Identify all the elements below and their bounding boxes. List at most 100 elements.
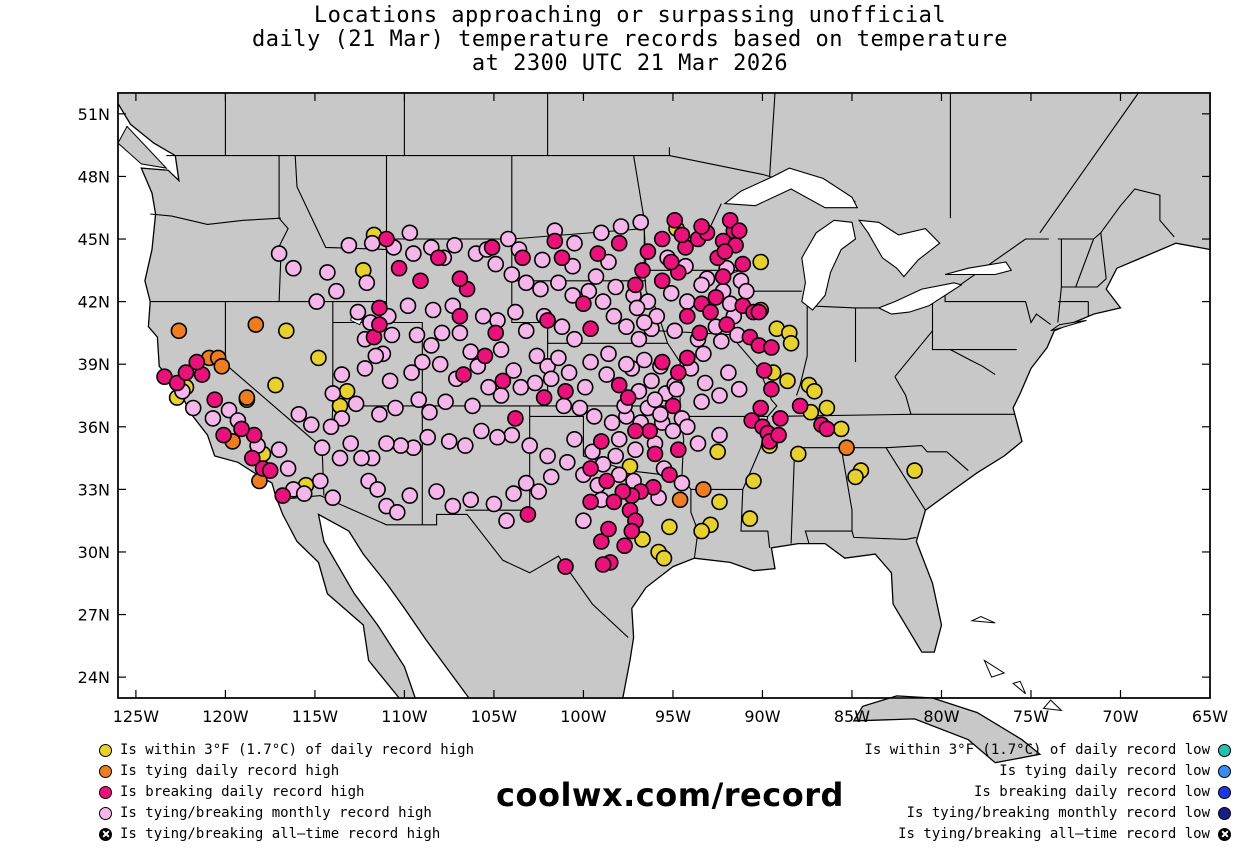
station-marker-break-high [818, 420, 836, 438]
station-marker-monthly-high [220, 401, 238, 419]
station-marker-break-high [598, 472, 616, 490]
station-marker-monthly-high [571, 399, 589, 417]
station-marker-monthly-high [627, 441, 644, 459]
axis-ticks: 51N 48N 45N 42N 39N 36N 33N 30N 27N 24N 125W 120W 11… [78, 92, 1228, 726]
station-marker-break-high [653, 353, 671, 371]
navy-dot-icon [1218, 807, 1231, 820]
station-marker-break-high [772, 410, 789, 427]
lat-tick-label: 30N [78, 543, 110, 562]
station-marker-monthly-high [696, 374, 714, 392]
station-marker-near-high [661, 518, 678, 536]
station-marker-monthly-high [542, 370, 560, 388]
station-marker-break-high [430, 249, 447, 267]
station-marker-monthly-high [693, 393, 710, 411]
station-marker-monthly-high [730, 380, 748, 398]
station-marker-monthly-high [184, 399, 202, 417]
station-marker-monthly-high [598, 366, 616, 383]
station-marker-monthly-high [462, 343, 480, 361]
station-marker-monthly-high [600, 253, 617, 271]
blue-dot-icon [1218, 765, 1231, 778]
station-marker-monthly-high [720, 364, 737, 381]
lat-tick-label: 36N [78, 418, 110, 437]
station-marker-monthly-high [610, 430, 628, 448]
station-marker-monthly-high [530, 483, 548, 500]
station-marker-monthly-high [492, 387, 510, 404]
station-marker-break-high [553, 249, 571, 267]
legend-item-break-low: Is breaking daily record low [864, 782, 1231, 803]
station-marker-monthly-high [711, 387, 728, 404]
station-marker-monthly-high [618, 318, 635, 336]
station-marker-near-high [741, 510, 759, 527]
station-marker-break-high [605, 493, 623, 511]
station-marker-monthly-high [628, 299, 646, 317]
station-marker-monthly-high [431, 355, 449, 373]
lat-tick-label: 24N [78, 668, 110, 687]
legend-item-monthly-high: Is tying/breaking monthly record high [99, 803, 474, 824]
station-marker-monthly-high [566, 234, 583, 252]
station-marker-monthly-high [566, 330, 583, 348]
station-marker-break-high [557, 558, 574, 575]
station-marker-near-high [310, 349, 327, 367]
station-marker-break-high [592, 433, 610, 450]
station-marker-break-high [653, 272, 671, 290]
lon-tick-label: 80W [923, 707, 959, 726]
station-marker-break-high [752, 399, 770, 417]
station-marker-monthly-high [689, 435, 707, 452]
station-marker-break-high [678, 307, 696, 325]
station-marker-break-high [619, 389, 637, 406]
lon-tick-label: 100W [560, 707, 607, 726]
station-marker-monthly-high [270, 245, 288, 262]
station-marker-break-high [589, 245, 607, 262]
station-marker-monthly-high [566, 430, 583, 448]
station-marker-near-high [693, 522, 710, 540]
legend-label: Is tying daily record low [999, 763, 1210, 779]
station-marker-near-high [806, 382, 823, 400]
station-marker-near-high [906, 462, 923, 479]
station-marker-tie-high [695, 481, 712, 498]
station-marker-break-high [451, 307, 469, 325]
station-marker-break-high [669, 364, 687, 381]
station-marker-break-high [494, 372, 512, 390]
station-marker-monthly-high [539, 447, 556, 465]
legend-item-near-low: Is within 3°F (1.7°C) of daily record lo… [864, 740, 1231, 761]
station-marker-break-high [662, 253, 680, 271]
station-marker-tie-high [838, 439, 855, 457]
station-marker-monthly-high [512, 378, 530, 396]
station-marker-break-high [487, 324, 505, 342]
station-marker-break-high [582, 460, 599, 477]
lon-tick-label: 90W [744, 707, 780, 726]
station-marker-break-high [646, 445, 664, 463]
station-marker-monthly-high [333, 366, 351, 383]
title-line-1: Locations approaching or surpassing unof… [313, 3, 947, 28]
station-marker-monthly-high [462, 491, 480, 509]
station-markers [156, 212, 923, 575]
station-marker-monthly-high [401, 487, 419, 504]
x-circle-icon [1218, 828, 1231, 841]
legend-record-high: Is within 3°F (1.7°C) of daily record hi… [99, 740, 474, 845]
station-marker-monthly-high [711, 426, 728, 444]
station-marker-monthly-high [533, 251, 551, 269]
station-marker-break-high [514, 249, 531, 267]
station-marker-monthly-high [302, 416, 320, 434]
station-marker-monthly-high [555, 397, 573, 415]
station-marker-monthly-high [532, 280, 549, 298]
station-marker-break-high [634, 261, 651, 279]
station-marker-near-high [745, 472, 762, 490]
orange-dot-icon [99, 765, 112, 778]
station-marker-monthly-high [433, 324, 451, 342]
lat-tick-label: 33N [78, 480, 110, 499]
station-marker-monthly-high [542, 468, 560, 486]
station-marker-monthly-high [498, 512, 515, 530]
station-marker-break-high [763, 339, 780, 356]
station-marker-monthly-high [313, 439, 331, 457]
station-marker-break-high [750, 303, 768, 321]
map-title: Locations approaching or surpassing unof… [0, 4, 1260, 76]
station-marker-break-high [244, 449, 261, 467]
legend-item-alltime-low: Is tying/breaking all–time record low [864, 824, 1231, 845]
station-marker-monthly-high [369, 481, 386, 498]
station-marker-break-high [721, 212, 739, 229]
station-marker-monthly-high [319, 264, 336, 281]
station-marker-monthly-high [612, 218, 630, 235]
legend-item-break-high: Is breaking daily record high [99, 782, 474, 803]
station-marker-monthly-high [324, 385, 342, 402]
